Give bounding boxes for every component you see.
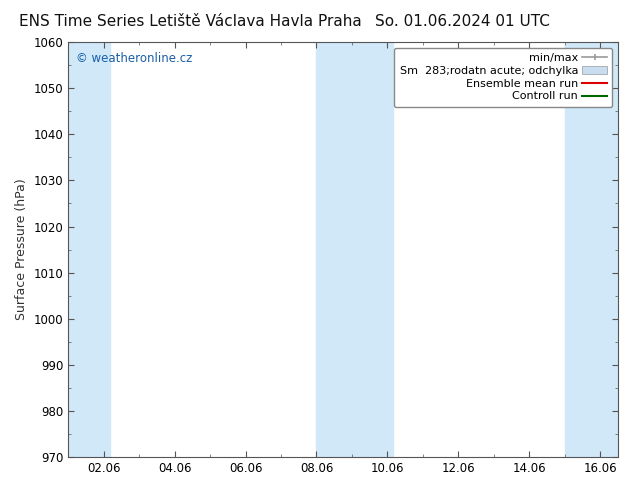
Bar — [68, 42, 110, 457]
Text: ENS Time Series Letiště Václava Havla Praha: ENS Time Series Letiště Václava Havla Pr… — [19, 14, 361, 29]
Legend: min/max, Sm  283;rodatn acute; odchylka, Ensemble mean run, Controll run: min/max, Sm 283;rodatn acute; odchylka, … — [394, 48, 612, 107]
Text: © weatheronline.cz: © weatheronline.cz — [77, 52, 193, 66]
Text: So. 01.06.2024 01 UTC: So. 01.06.2024 01 UTC — [375, 14, 550, 29]
Bar — [316, 42, 394, 457]
Bar — [565, 42, 618, 457]
Y-axis label: Surface Pressure (hPa): Surface Pressure (hPa) — [15, 179, 28, 320]
